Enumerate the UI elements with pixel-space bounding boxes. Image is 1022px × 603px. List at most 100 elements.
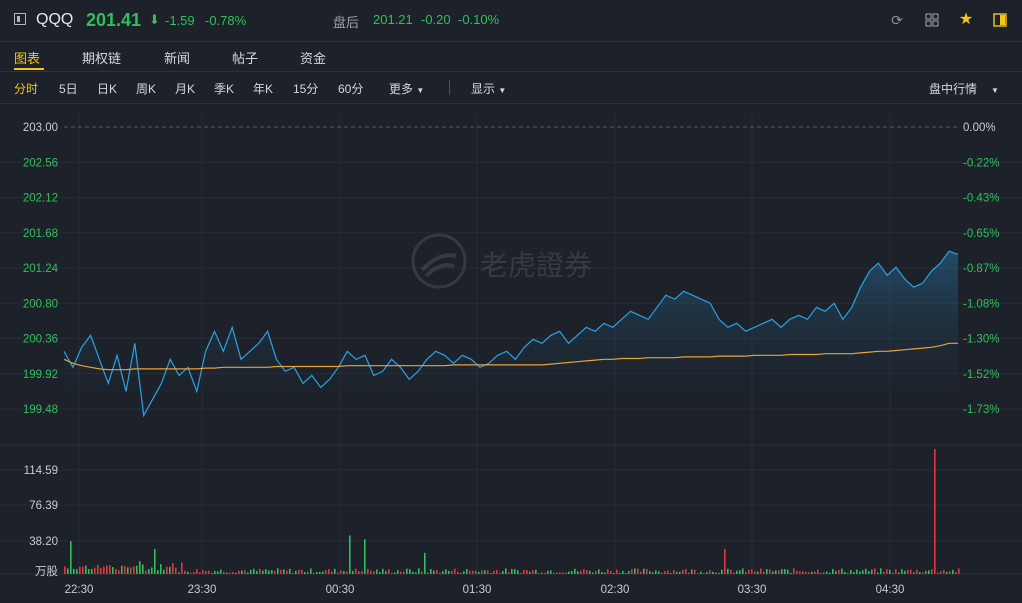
period-monthly-k[interactable]: 月K [175,82,196,96]
period-quarterly-k[interactable]: 季K [214,82,235,96]
period-intraday[interactable]: 分时 [14,82,39,96]
tab-news[interactable]: 新闻 [164,51,191,66]
volume-bar [226,572,228,574]
volume-bar [250,569,252,574]
volume-bar [382,568,384,574]
volume-bar [517,570,519,574]
volume-bar [730,569,732,574]
volume-bar [154,549,156,574]
volume-bar [946,571,948,574]
volume-bar [643,568,645,574]
price-tick-label: 202.12 [23,193,58,205]
volume-bar [844,571,846,574]
volume-bar [595,571,597,574]
volume-bar [85,565,87,574]
period-daily-k[interactable]: 日K [97,82,118,96]
price-tick-label: 200.36 [23,334,58,346]
volume-bar [937,572,939,574]
grid-icon[interactable] [923,11,941,29]
price-tick-label: 202.56 [23,157,58,169]
sidebar-toggle-icon[interactable] [14,13,26,25]
volume-bar [805,571,807,574]
volume-bar [445,569,447,574]
volume-bar [448,570,450,574]
volume-bar [736,570,738,574]
volume-bar [850,569,852,574]
ticker-symbol: QQQ [36,11,74,28]
price-tick-label: 200.80 [23,298,58,310]
volume-bar [424,552,426,574]
period-15min[interactable]: 15分 [293,82,319,96]
volume-tick-label: 38.20 [29,536,58,548]
volume-bar [115,568,117,574]
volume-bar [586,570,588,574]
volume-bar [571,570,573,574]
volume-bar [175,567,177,574]
volume-bar [370,570,372,574]
volume-bar [940,571,942,574]
intraday-chart[interactable]: 203.00 0.00% 202.56 -0.22% 202.12 -0.43% 201.6… [0,104,1022,600]
tiger-logo-icon [411,233,467,289]
volume-bar [415,572,417,574]
volume-bar [373,571,375,574]
volume-tick-label: 76.39 [29,500,58,512]
volume-bar [868,571,870,574]
period-5day[interactable]: 5日 [59,82,78,96]
volume-bar [220,569,222,574]
volume-bar [802,571,804,574]
volume-bar [520,572,522,574]
volume-bar [265,569,267,574]
volume-bar [88,569,90,574]
volume-bar [340,570,342,574]
volume-tick-label: 114.59 [24,465,58,477]
period-weekly-k[interactable]: 周K [136,82,157,96]
caret-down-icon: ▼ [416,86,425,95]
volume-bar [604,572,606,574]
volume-bar [829,572,831,574]
volume-bar [898,572,900,574]
volume-bar [283,569,285,574]
session-dropdown[interactable]: 盘中行情 ▼ [929,80,999,97]
volume-bar [556,572,558,574]
volume-bar [319,571,321,574]
refresh-icon[interactable]: ⟳ [891,12,903,28]
volume-bar [742,568,744,574]
volume-bar [412,571,414,574]
tab-options-chain[interactable]: 期权链 [82,51,122,66]
volume-bar [610,571,612,574]
volume-bar [673,570,675,574]
period-yearly-k[interactable]: 年K [253,82,274,96]
watermark-text: 老虎證券 [480,250,593,281]
more-dropdown[interactable]: 更多 ▼ [389,80,424,97]
display-dropdown[interactable]: 显示 ▼ [471,80,506,97]
tab-capital-flow[interactable]: 资金 [300,51,327,66]
volume-bar [316,572,318,574]
tab-chart[interactable]: 图表 [14,51,41,66]
panel-icon[interactable] [991,11,1009,29]
volume-bar [280,569,282,574]
volume-bar [559,572,561,574]
percent-tick-label: -0.43% [963,193,999,205]
volume-bar [310,568,312,574]
volume-unit-label: 万股 [35,565,58,578]
volume-bar [211,572,213,574]
tab-posts[interactable]: 帖子 [232,51,259,66]
volume-bar [400,571,402,574]
volume-bar [130,567,132,574]
percent-tick-label: -1.30% [963,334,999,346]
volume-bar [835,571,837,574]
volume-bar [904,570,906,574]
after-hours-price: 201.21 [373,12,413,27]
volume-bar [862,570,864,574]
volume-bar [355,568,357,574]
volume-bar [667,570,669,574]
volume-bar [247,572,249,574]
star-icon[interactable]: ★ [958,11,974,28]
price-area [64,251,958,416]
period-60min[interactable]: 60分 [338,82,364,96]
volume-bar [484,570,486,574]
volume-bar [772,571,774,574]
volume-bar [460,572,462,574]
volume-bar [781,569,783,574]
volume-bar [865,568,867,574]
